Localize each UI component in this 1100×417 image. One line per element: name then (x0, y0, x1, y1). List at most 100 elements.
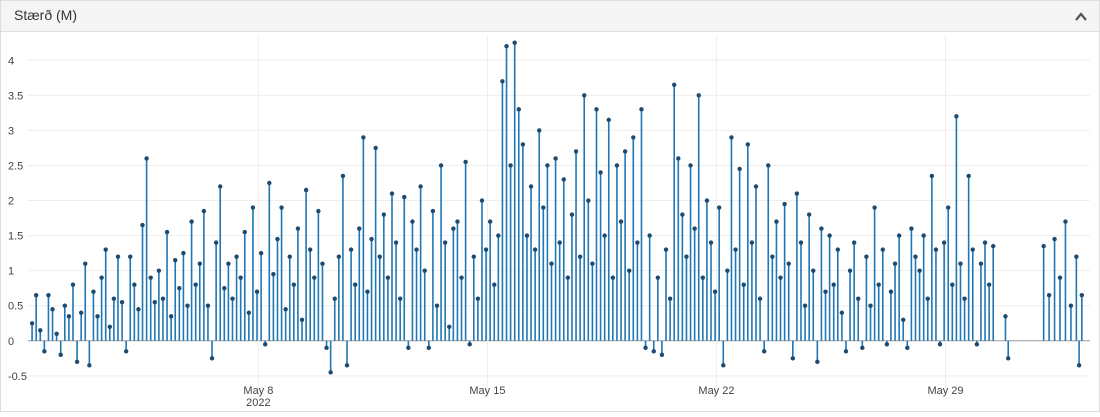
stem-marker (119, 300, 125, 305)
stem-marker (946, 205, 951, 210)
stem-marker (884, 342, 890, 347)
stem-marker (226, 261, 231, 266)
stem-marker (823, 289, 828, 294)
stem-marker (402, 194, 407, 200)
stem-marker (410, 219, 415, 224)
stem-marker (332, 296, 337, 301)
stem-marker (492, 282, 497, 287)
stem-marker (430, 208, 436, 214)
stem-marker (917, 268, 922, 273)
stem-marker (524, 233, 530, 238)
x-tick-label: May 15 (469, 385, 505, 397)
stem-marker (909, 226, 914, 231)
stem-marker (545, 163, 550, 168)
stem-marker (565, 275, 571, 280)
y-tick-label: 2.5 (8, 160, 23, 172)
stem-marker (406, 345, 411, 351)
stem-marker (716, 205, 722, 210)
stem-marker (152, 300, 157, 305)
stem-marker (1041, 243, 1046, 249)
stem-marker (1003, 314, 1008, 319)
stem-marker (1046, 293, 1052, 298)
stem-marker (1076, 363, 1082, 368)
stem-marker (46, 293, 51, 298)
stem-marker (888, 289, 894, 294)
stem-marker (933, 247, 939, 252)
stem-marker (659, 352, 665, 358)
stem-marker (344, 363, 350, 368)
stem-marker (790, 356, 796, 361)
stem-marker (504, 44, 509, 49)
stem-marker (447, 324, 452, 329)
stem-marker (872, 205, 877, 210)
stem-marker (74, 359, 80, 365)
stem-marker (929, 173, 935, 179)
stem-marker (541, 205, 546, 210)
stem-marker (622, 149, 628, 154)
stem-marker (336, 254, 342, 259)
stem-marker (500, 79, 505, 84)
stem-marker (201, 208, 207, 214)
stem-marker (83, 261, 88, 266)
stem-marker (856, 296, 861, 301)
stem-marker (618, 219, 624, 224)
stem-marker (160, 296, 166, 301)
stem-marker (582, 93, 587, 98)
stem-marker (254, 289, 260, 294)
stem-marker (557, 240, 562, 245)
stem-marker (222, 286, 227, 291)
stem-marker (70, 282, 76, 287)
stem-marker (230, 296, 235, 301)
stem-marker (741, 282, 746, 287)
stem-marker (704, 198, 710, 203)
stem-marker (827, 233, 832, 238)
stem-marker (692, 226, 697, 231)
collapse-icon[interactable] (1075, 12, 1087, 21)
stem-marker (770, 254, 775, 259)
stem-marker (680, 212, 685, 217)
stem-marker (33, 293, 39, 298)
y-tick-label: 3 (8, 125, 14, 137)
stem-marker (880, 247, 885, 252)
stem-marker (193, 282, 198, 287)
stem-marker (577, 254, 583, 259)
stem-marker (54, 331, 59, 336)
stem-marker (528, 184, 534, 189)
stem-marker (901, 317, 906, 322)
stem-marker (234, 254, 239, 259)
stem-marker (209, 356, 215, 361)
y-tick-label: -0.5 (8, 371, 27, 383)
stem-marker (168, 314, 174, 319)
stem-marker (328, 370, 333, 375)
x-tick-label: May 8 (243, 385, 273, 397)
stem-marker (835, 247, 840, 252)
stem-marker (426, 345, 432, 351)
stem-marker (144, 156, 149, 161)
stem-marker (87, 363, 92, 368)
stem-marker (455, 219, 460, 224)
stem-marker (348, 247, 354, 252)
stem-marker (802, 303, 808, 308)
stem-marker (299, 317, 305, 322)
stem-marker (573, 149, 579, 154)
y-tick-label: 0 (8, 336, 14, 348)
stem-marker (115, 254, 121, 259)
stem-marker (58, 352, 63, 358)
stem-marker (811, 268, 816, 273)
stem-marker (438, 163, 444, 168)
x-year-label: 2022 (246, 397, 270, 409)
stem-marker (512, 40, 517, 45)
stem-marker (132, 282, 137, 287)
stem-marker (287, 254, 292, 259)
stem-marker (647, 233, 652, 238)
stem-marker (189, 219, 194, 224)
stem-marker (794, 191, 800, 196)
y-tick-label: 1 (8, 266, 14, 278)
stem-marker (986, 282, 992, 287)
stem-marker (806, 212, 812, 217)
stem-marker (324, 345, 329, 351)
stem-marker (508, 163, 513, 168)
stem-marker (103, 247, 108, 252)
stem-marker (369, 236, 374, 242)
